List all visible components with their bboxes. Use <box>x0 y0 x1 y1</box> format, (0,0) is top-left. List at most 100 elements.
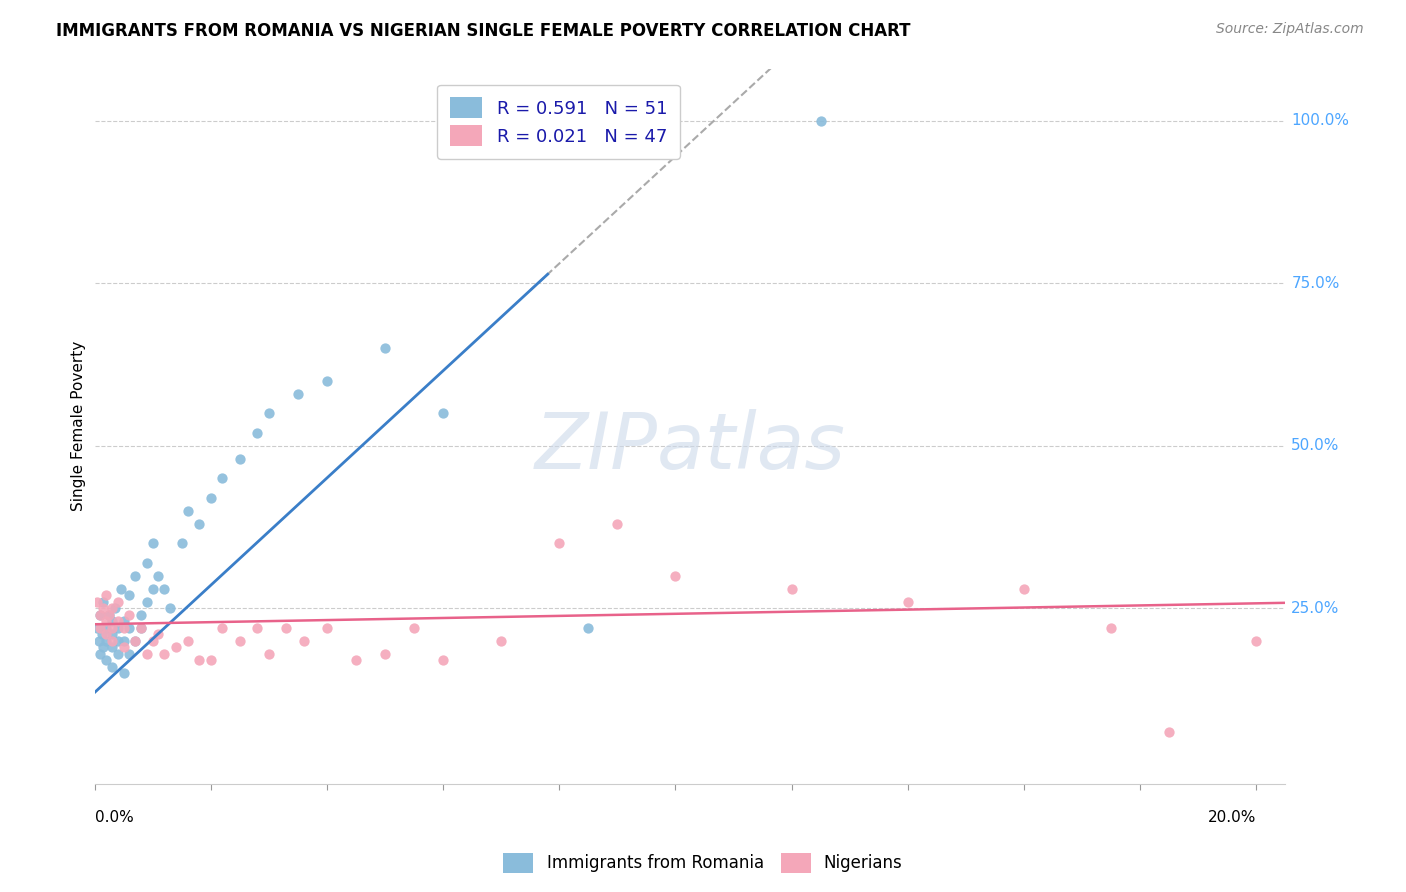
Point <box>211 620 233 634</box>
Point <box>107 614 129 628</box>
Point <box>112 633 135 648</box>
Point <box>96 653 118 667</box>
Point <box>246 425 269 440</box>
Point <box>118 620 141 634</box>
Point <box>344 653 367 667</box>
Point <box>229 633 252 648</box>
Point <box>118 607 141 622</box>
Point <box>576 620 599 634</box>
Point <box>188 653 211 667</box>
Point <box>176 503 198 517</box>
Point <box>91 640 114 654</box>
Point <box>112 665 135 680</box>
Point <box>374 341 396 355</box>
Point <box>96 633 118 648</box>
Point <box>101 601 124 615</box>
Point <box>124 633 146 648</box>
Point <box>148 627 170 641</box>
Legend: R = 0.591   N = 51, R = 0.021   N = 47: R = 0.591 N = 51, R = 0.021 N = 47 <box>437 85 679 159</box>
Text: 50.0%: 50.0% <box>1291 438 1340 453</box>
Point <box>200 653 222 667</box>
Point <box>1159 724 1181 739</box>
Point <box>1099 620 1122 634</box>
Point <box>188 516 211 531</box>
Point <box>548 536 571 550</box>
Point <box>90 627 112 641</box>
Point <box>89 607 111 622</box>
Point <box>153 647 176 661</box>
Point <box>159 601 181 615</box>
Point <box>89 647 111 661</box>
Text: 20.0%: 20.0% <box>1208 810 1257 824</box>
Point <box>780 582 803 596</box>
Point <box>86 620 108 634</box>
Point <box>142 536 165 550</box>
Point <box>229 451 252 466</box>
Point <box>101 620 124 634</box>
Point <box>107 647 129 661</box>
Point <box>276 620 298 634</box>
Point <box>153 582 176 596</box>
Point <box>101 659 124 673</box>
Text: 100.0%: 100.0% <box>1291 113 1350 128</box>
Text: Source: ZipAtlas.com: Source: ZipAtlas.com <box>1216 22 1364 37</box>
Point <box>200 491 222 505</box>
Point <box>107 633 129 648</box>
Point <box>86 594 108 608</box>
Point <box>89 607 111 622</box>
Point <box>316 374 339 388</box>
Point <box>142 582 165 596</box>
Point <box>664 568 686 582</box>
Point <box>91 601 114 615</box>
Point <box>246 620 269 634</box>
Point <box>101 614 124 628</box>
Legend: Immigrants from Romania, Nigerians: Immigrants from Romania, Nigerians <box>496 847 910 880</box>
Text: 0.0%: 0.0% <box>94 810 134 824</box>
Point <box>104 601 127 615</box>
Point <box>96 627 118 641</box>
Y-axis label: Single Female Poverty: Single Female Poverty <box>72 341 86 511</box>
Point <box>432 406 454 420</box>
Point <box>897 594 920 608</box>
Point <box>287 386 309 401</box>
Text: ZIPatlas: ZIPatlas <box>534 409 845 485</box>
Text: 75.0%: 75.0% <box>1291 276 1340 291</box>
Point <box>112 614 135 628</box>
Point <box>1012 582 1035 596</box>
Point <box>101 627 124 641</box>
Point <box>489 633 512 648</box>
Point <box>432 653 454 667</box>
Point <box>135 647 157 661</box>
Point <box>112 620 135 634</box>
Point <box>110 582 132 596</box>
Point <box>374 647 396 661</box>
Point <box>148 568 170 582</box>
Point <box>98 607 121 622</box>
Point <box>170 536 193 550</box>
Text: IMMIGRANTS FROM ROMANIA VS NIGERIAN SINGLE FEMALE POVERTY CORRELATION CHART: IMMIGRANTS FROM ROMANIA VS NIGERIAN SING… <box>56 22 911 40</box>
Point <box>96 614 118 628</box>
Point <box>176 633 198 648</box>
Point <box>402 620 425 634</box>
Point <box>606 516 628 531</box>
Point <box>118 647 141 661</box>
Point <box>129 620 152 634</box>
Point <box>810 113 832 128</box>
Text: 25.0%: 25.0% <box>1291 600 1340 615</box>
Point <box>165 640 187 654</box>
Point <box>1246 633 1268 648</box>
Point <box>96 588 118 602</box>
Point <box>129 620 152 634</box>
Point <box>91 594 114 608</box>
Point <box>257 406 280 420</box>
Point <box>112 640 135 654</box>
Point <box>135 594 157 608</box>
Point <box>89 620 111 634</box>
Point <box>257 647 280 661</box>
Point <box>96 620 118 634</box>
Point <box>89 633 111 648</box>
Point <box>101 640 124 654</box>
Point <box>101 633 124 648</box>
Point <box>107 594 129 608</box>
Point <box>98 607 121 622</box>
